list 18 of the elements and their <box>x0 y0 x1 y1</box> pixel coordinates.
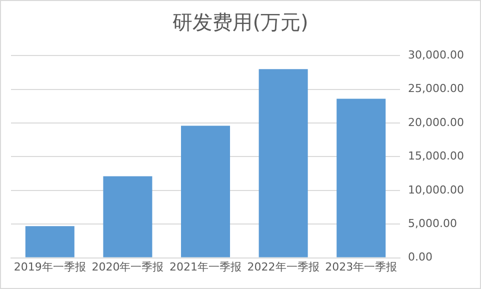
y-tick-label: 5,000.00 <box>408 216 458 230</box>
y-tick-label: 20,000.00 <box>408 116 464 129</box>
y-tick-label: 10,000.00 <box>408 183 464 196</box>
bar <box>103 176 152 258</box>
chart-title: 研发费用(万元) <box>172 9 310 36</box>
x-tick-label: 2020年一季报 <box>92 260 164 274</box>
bar <box>181 126 230 258</box>
bar <box>336 98 386 258</box>
x-tick-label: 2021年一季报 <box>170 260 242 274</box>
bar <box>258 69 308 258</box>
y-tick-label: 15,000.00 <box>408 150 464 163</box>
bar <box>25 226 74 258</box>
y-tick-label: 30,000.00 <box>408 48 464 62</box>
x-tick-label: 2022年一季报 <box>247 260 320 274</box>
x-tick-label: 2023年一季报 <box>325 260 398 274</box>
x-tick-label: 2019年一季报 <box>14 260 86 274</box>
y-tick-label: 25,000.00 <box>408 82 464 96</box>
y-tick-label: 0.00 <box>408 250 433 264</box>
